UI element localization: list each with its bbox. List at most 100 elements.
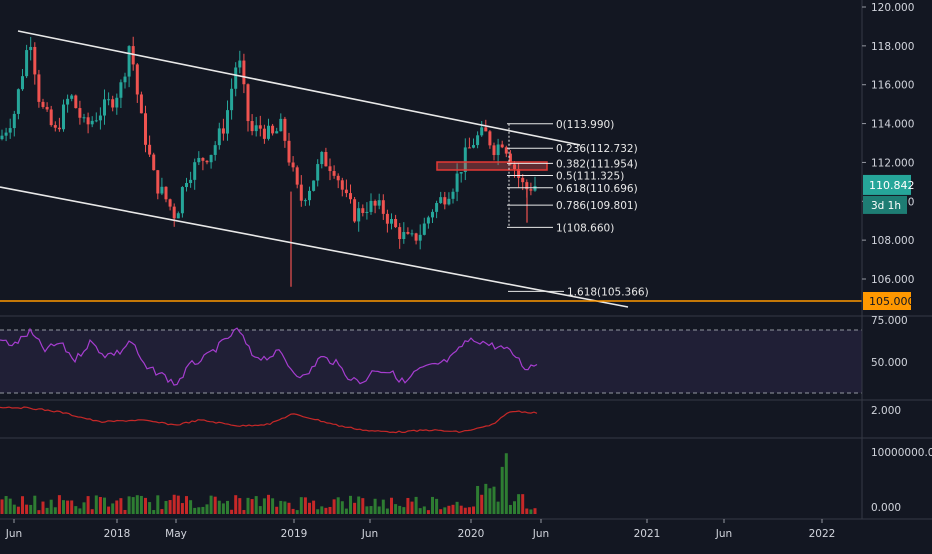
volume-bar xyxy=(439,509,443,514)
candle-body xyxy=(517,169,521,178)
candle-body xyxy=(135,64,139,95)
volume-bar xyxy=(57,495,61,514)
volume-bar xyxy=(172,494,176,514)
candle-body xyxy=(103,99,106,116)
volume-bar xyxy=(431,496,434,514)
volume-bar xyxy=(521,494,525,514)
volume-bar xyxy=(148,502,152,514)
candle-body xyxy=(390,219,393,224)
volume-bar xyxy=(217,500,221,514)
candle-body xyxy=(431,211,434,218)
support-price-label: 105.000 xyxy=(869,295,915,308)
volume-bar xyxy=(168,500,172,514)
volume-bar xyxy=(70,500,74,514)
rsi-tick-label: 50.000 xyxy=(871,357,908,369)
price-axis[interactable]: 120.000118.000116.000114.000112.000110.0… xyxy=(862,2,932,514)
candle-body xyxy=(418,234,422,241)
volume-bar xyxy=(340,501,344,514)
volume-bar xyxy=(16,506,20,514)
volume-bar xyxy=(152,510,156,514)
candle-body xyxy=(283,118,287,141)
candle-body xyxy=(365,211,369,213)
volume-bar xyxy=(422,506,426,514)
volume-bar xyxy=(459,505,463,514)
volume-bar xyxy=(156,495,160,514)
candle-body xyxy=(33,46,37,75)
candle-body xyxy=(529,189,533,191)
time-tick-label: 2022 xyxy=(809,528,836,540)
candle-body xyxy=(246,84,250,122)
volume-bar xyxy=(111,503,115,514)
volume-bar xyxy=(62,500,65,514)
candle-body xyxy=(426,217,430,224)
volume-bar xyxy=(418,508,422,514)
volume-bar xyxy=(316,509,320,514)
volume-bar xyxy=(164,500,168,514)
volume-bar xyxy=(180,503,184,514)
time-tick-label: Jun xyxy=(361,528,378,540)
volume-bar xyxy=(160,509,164,514)
candle-body xyxy=(463,147,467,173)
volume-bar xyxy=(86,496,90,514)
volume-bar xyxy=(328,506,332,514)
candle-body xyxy=(107,99,111,101)
candle-body xyxy=(213,145,217,155)
volume-bar xyxy=(193,507,197,514)
time-tick-label: Jun xyxy=(532,528,549,540)
volume-bar xyxy=(205,504,209,514)
volume-bar xyxy=(472,506,475,514)
candle-body xyxy=(508,153,512,165)
volume-bar xyxy=(135,495,139,514)
volume-bar xyxy=(254,496,258,514)
time-tick-label: Jun xyxy=(715,528,732,540)
candle-body xyxy=(414,233,418,241)
volume-bar xyxy=(373,498,377,514)
volume-bar xyxy=(394,504,398,514)
candle-body xyxy=(521,177,525,183)
volume-bar xyxy=(533,508,537,514)
resistance-zone[interactable] xyxy=(436,161,548,171)
volume-bar xyxy=(213,496,217,514)
candle-body xyxy=(193,162,197,180)
fibonacci-retracement[interactable]: 0(113.990)0.236(112.732)0.382(111.954)0.… xyxy=(507,119,649,299)
volume-panel[interactable] xyxy=(0,453,537,514)
candle-body xyxy=(320,151,324,165)
fib-level-label: 1(108.660) xyxy=(556,222,614,234)
candle-body xyxy=(94,120,98,122)
support-price-badge xyxy=(863,292,911,310)
volume-bar xyxy=(41,501,45,514)
volume-bar xyxy=(25,504,29,514)
channel-lower-trendline[interactable] xyxy=(0,186,629,308)
indicator-panel[interactable] xyxy=(0,406,538,434)
candle-body xyxy=(74,95,78,109)
candle-body xyxy=(82,117,86,119)
volume-bar xyxy=(312,500,316,514)
volume-bar xyxy=(299,497,303,514)
volume-bar xyxy=(45,507,49,514)
candle-body xyxy=(205,160,209,163)
volume-bar xyxy=(390,497,393,514)
volume-bar xyxy=(508,504,512,514)
main-panel[interactable]: 0(113.990)0.236(112.732)0.382(111.954)0.… xyxy=(0,30,862,308)
candle-body xyxy=(230,88,234,111)
candle-body xyxy=(262,128,266,139)
volume-bar xyxy=(37,510,41,514)
candle-body xyxy=(500,144,504,148)
candle-body xyxy=(221,128,225,134)
volume-bar xyxy=(29,504,33,514)
rsi-panel[interactable] xyxy=(0,327,862,394)
volume-tick-label: 0.000 xyxy=(871,502,901,514)
volume-bar xyxy=(332,499,336,514)
candle-body xyxy=(488,131,492,146)
candle-body xyxy=(410,233,414,235)
time-axis[interactable]: Jun 2018 May 2019 Jun 2020 Jun 2021 Jun 2022 xyxy=(5,519,836,540)
volume-bar xyxy=(250,499,254,514)
candle-body xyxy=(398,227,402,240)
candle-body xyxy=(254,125,258,132)
volume-bar xyxy=(361,498,365,514)
volume-bar xyxy=(176,495,180,514)
channel-upper-trendline[interactable] xyxy=(17,30,581,146)
fib-level-label: 0.618(110.696) xyxy=(556,183,638,195)
